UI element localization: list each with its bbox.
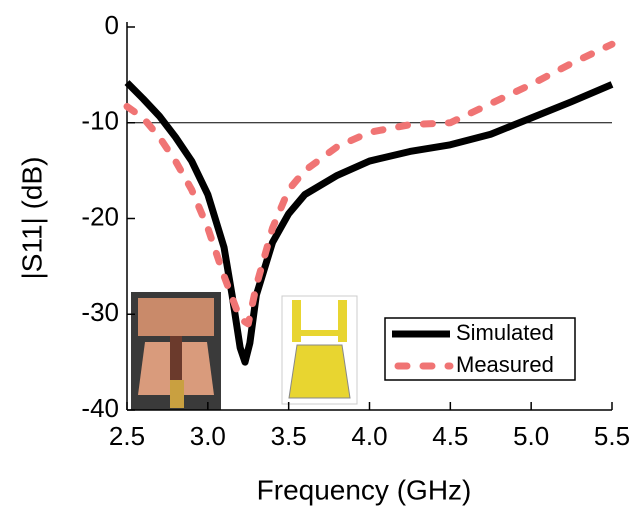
legend: Simulated Measured — [384, 317, 576, 381]
y-tick-label: -10 — [81, 106, 119, 136]
y-tick-label: -20 — [81, 201, 119, 231]
x-tick-label: 4.0 — [351, 421, 387, 451]
x-tick-label: 3.0 — [190, 421, 226, 451]
y-axis-title: |S11| (dB) — [16, 157, 47, 280]
x-tick-label: 4.5 — [432, 421, 468, 451]
y-tick-label: -40 — [81, 393, 119, 423]
x-axis-title: Frequency (GHz) — [257, 474, 472, 505]
series-line — [123, 40, 616, 328]
y-tick-label: 0 — [105, 10, 119, 40]
legend-label: Simulated — [456, 320, 554, 345]
inset-drawing — [281, 295, 358, 405]
y-tick-label: -30 — [81, 297, 119, 327]
x-tick-label: 5.5 — [594, 421, 630, 451]
inset-photo — [131, 292, 221, 410]
x-tick-label: 2.5 — [109, 421, 145, 451]
x-tick-label: 3.5 — [271, 421, 307, 451]
legend-label: Measured — [456, 352, 554, 377]
x-tick-label: 5.0 — [513, 421, 549, 451]
